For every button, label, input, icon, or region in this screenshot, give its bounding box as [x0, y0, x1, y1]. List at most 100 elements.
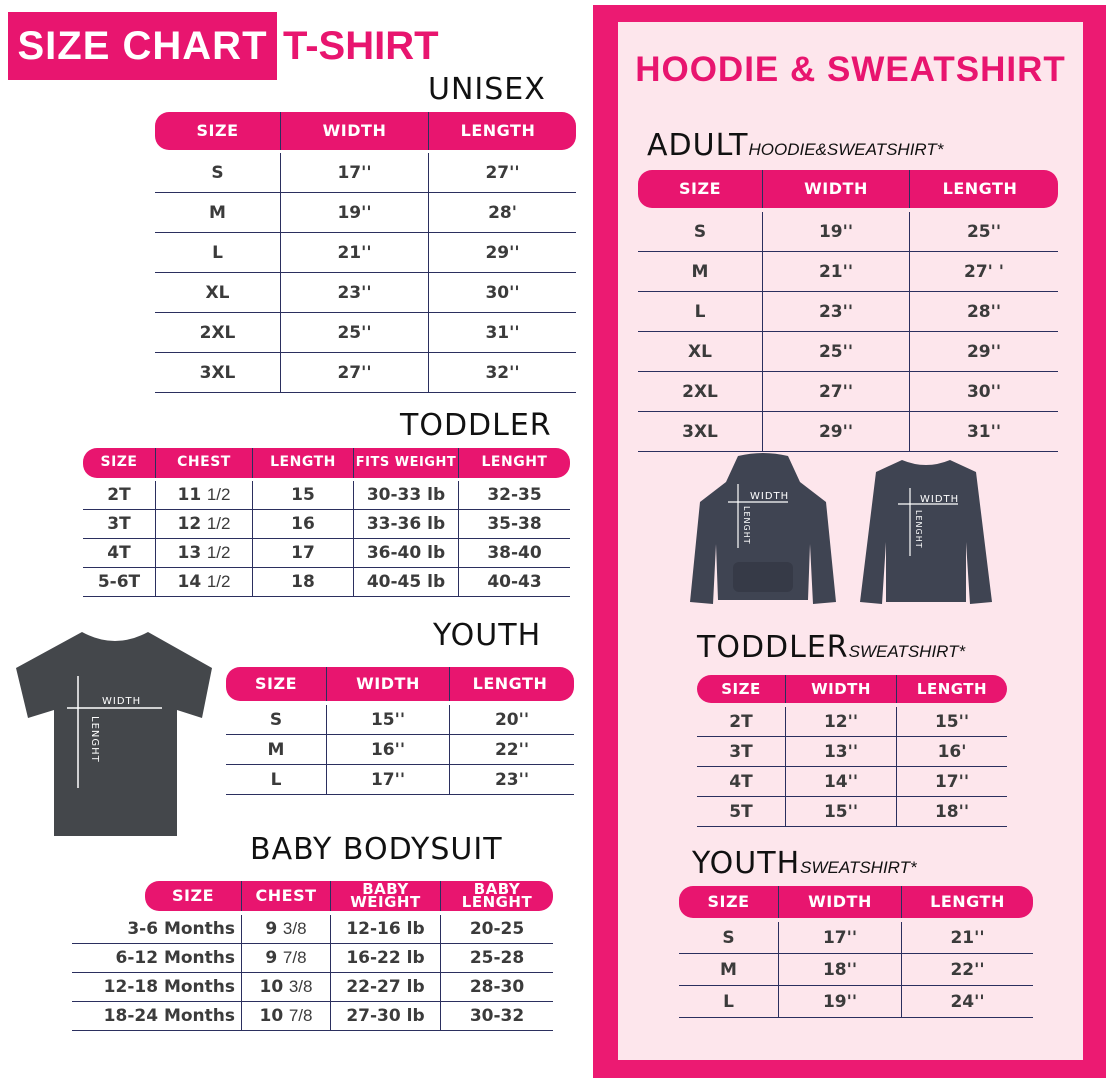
- cell-fraction: 3/8: [288, 977, 313, 996]
- table-cell: XL: [638, 332, 763, 371]
- column-header: WIDTH: [281, 112, 429, 150]
- column-header: LENGTH: [916, 679, 988, 698]
- table-cell: 13'': [786, 737, 897, 766]
- table-cell: 5-6T: [83, 568, 156, 596]
- sweatshirt-width-label: WIDTH: [920, 494, 959, 505]
- youth-size-table: SIZE WIDTH LENGTH S 15'' 20'' M 16'' 22'' L 17'' 23…: [226, 667, 574, 795]
- table-cell: 29'': [485, 242, 520, 263]
- table-row: L 23'' 28'': [638, 292, 1058, 332]
- table-cell: 30'': [966, 381, 1002, 402]
- table-row: M 19'' 28': [155, 193, 576, 233]
- table-row: 2XL 25'' 31'': [155, 313, 576, 353]
- cell-whole: 14: [177, 572, 202, 592]
- table-row: M 18'' 22'': [679, 954, 1033, 986]
- unisex-size-table: SIZE WIDTH LENGTH S 17'' 27'' M 19'' 28' L 21'' 29'…: [155, 112, 576, 393]
- table-header: SIZE WIDTH LENGTH: [679, 886, 1033, 918]
- table-cell: S: [155, 153, 281, 192]
- hoodie-title: HOODIE & SWEATSHIRT: [618, 40, 1083, 100]
- cell-whole: 13: [177, 543, 202, 563]
- table-cell: 29'': [966, 341, 1002, 362]
- table-cell: 33-36 lb: [354, 510, 459, 538]
- table-cell: 22-27 lb: [331, 973, 441, 1001]
- table-cell: 4T: [697, 767, 786, 796]
- table-cell: 12-18 Months: [72, 973, 242, 1001]
- table-body: S 17'' 21'' M 18'' 22'' L 19'' 24'': [679, 922, 1033, 1018]
- table-cell: 17'': [327, 765, 450, 794]
- column-header: WIDTH: [763, 170, 910, 208]
- table-cell: 20'': [494, 709, 530, 730]
- cell-separator: |: [202, 490, 206, 501]
- column-header: BABY WEIGHT: [331, 881, 441, 911]
- table-cell: 15'': [786, 797, 897, 826]
- title-text: SIZE CHART: [17, 23, 268, 68]
- table-header: SIZE WIDTH LENGTH: [697, 675, 1007, 703]
- table-row: 4T 14'' 17'': [697, 767, 1007, 797]
- table-cell: 27'': [281, 353, 429, 392]
- table-cell: 10|7/8: [242, 1002, 331, 1030]
- table-cell: 27'': [763, 372, 910, 411]
- table-row: 2XL 27'' 30'': [638, 372, 1058, 412]
- table-cell: 15'': [327, 705, 450, 734]
- table-cell: 15: [253, 481, 354, 509]
- table-cell: 30-32: [469, 1006, 525, 1026]
- table-cell: 20-25: [469, 919, 525, 939]
- table-cell: 23'': [494, 769, 530, 790]
- table-row: M 21'' 27' ': [638, 252, 1058, 292]
- column-header: WIDTH: [327, 667, 450, 701]
- table-body: 2T 12'' 15'' 3T 13'' 16' 4T 14'' 17'' 5T 15'' 18'': [697, 707, 1007, 827]
- table-cell: 18-24 Months: [72, 1002, 242, 1030]
- subtitle-text: T-SHIRT: [283, 23, 439, 68]
- cell-separator: |: [202, 519, 206, 530]
- table-row: S 15'' 20'': [226, 705, 574, 735]
- toddler-title: TODDLER: [400, 408, 552, 443]
- table-cell: 9|3/8: [242, 915, 331, 943]
- size-chart-title: SIZE CHART: [8, 12, 277, 80]
- cell-separator: |: [284, 1011, 288, 1022]
- table-cell: 16'': [327, 735, 450, 764]
- toddler-sweatshirt-table: SIZE WIDTH LENGTH 2T 12'' 15'' 3T 13'' 16' 4T 14''…: [697, 675, 1007, 827]
- table-cell: 17: [253, 539, 354, 567]
- column-header: SIZE: [155, 112, 281, 150]
- table-row: M 16'' 22'': [226, 735, 574, 765]
- column-header: LENGTH: [472, 674, 548, 694]
- table-cell: 19'': [281, 193, 429, 232]
- table-cell: 23'': [281, 273, 429, 312]
- column-header: LENGHT: [481, 454, 548, 471]
- table-cell: M: [679, 954, 779, 985]
- table-row: L 17'' 23'': [226, 765, 574, 795]
- sweatshirt-image: WIDTH LENGHT: [860, 460, 992, 604]
- table-cell: 10|3/8: [242, 973, 331, 1001]
- youth-title: YOUTH: [433, 618, 542, 653]
- table-cell: M: [638, 252, 763, 291]
- column-header: LENGTH: [942, 179, 1018, 199]
- cell-whole: 12: [177, 514, 202, 534]
- column-header: LENGTH: [253, 448, 354, 478]
- cell-whole: 11: [177, 485, 202, 505]
- table-cell: 32'': [485, 362, 520, 383]
- table-row: S 19'' 25'': [638, 212, 1058, 252]
- table-cell: 21'': [281, 233, 429, 272]
- column-header: SIZE: [679, 886, 779, 918]
- table-cell: 9|7/8: [242, 944, 331, 972]
- table-cell: 28': [488, 202, 517, 223]
- table-cell: 2XL: [155, 313, 281, 352]
- table-cell: 22'': [494, 739, 530, 760]
- table-cell: 2T: [697, 707, 786, 736]
- column-header: SIZE: [226, 667, 327, 701]
- table-cell: M: [226, 735, 327, 764]
- table-cell: 32-35: [487, 485, 542, 505]
- table-cell: 16: [253, 510, 354, 538]
- table-row: L 19'' 24'': [679, 986, 1033, 1018]
- cell-fraction: 3/8: [282, 919, 307, 938]
- table-cell: 22'': [950, 959, 985, 980]
- cell-fraction: 7/8: [282, 948, 307, 967]
- cell-separator: |: [202, 548, 206, 559]
- table-cell: 18: [253, 568, 354, 596]
- column-header: LENGTH: [460, 121, 536, 141]
- table-cell: 29'': [763, 412, 910, 451]
- table-cell: 25'': [966, 221, 1002, 242]
